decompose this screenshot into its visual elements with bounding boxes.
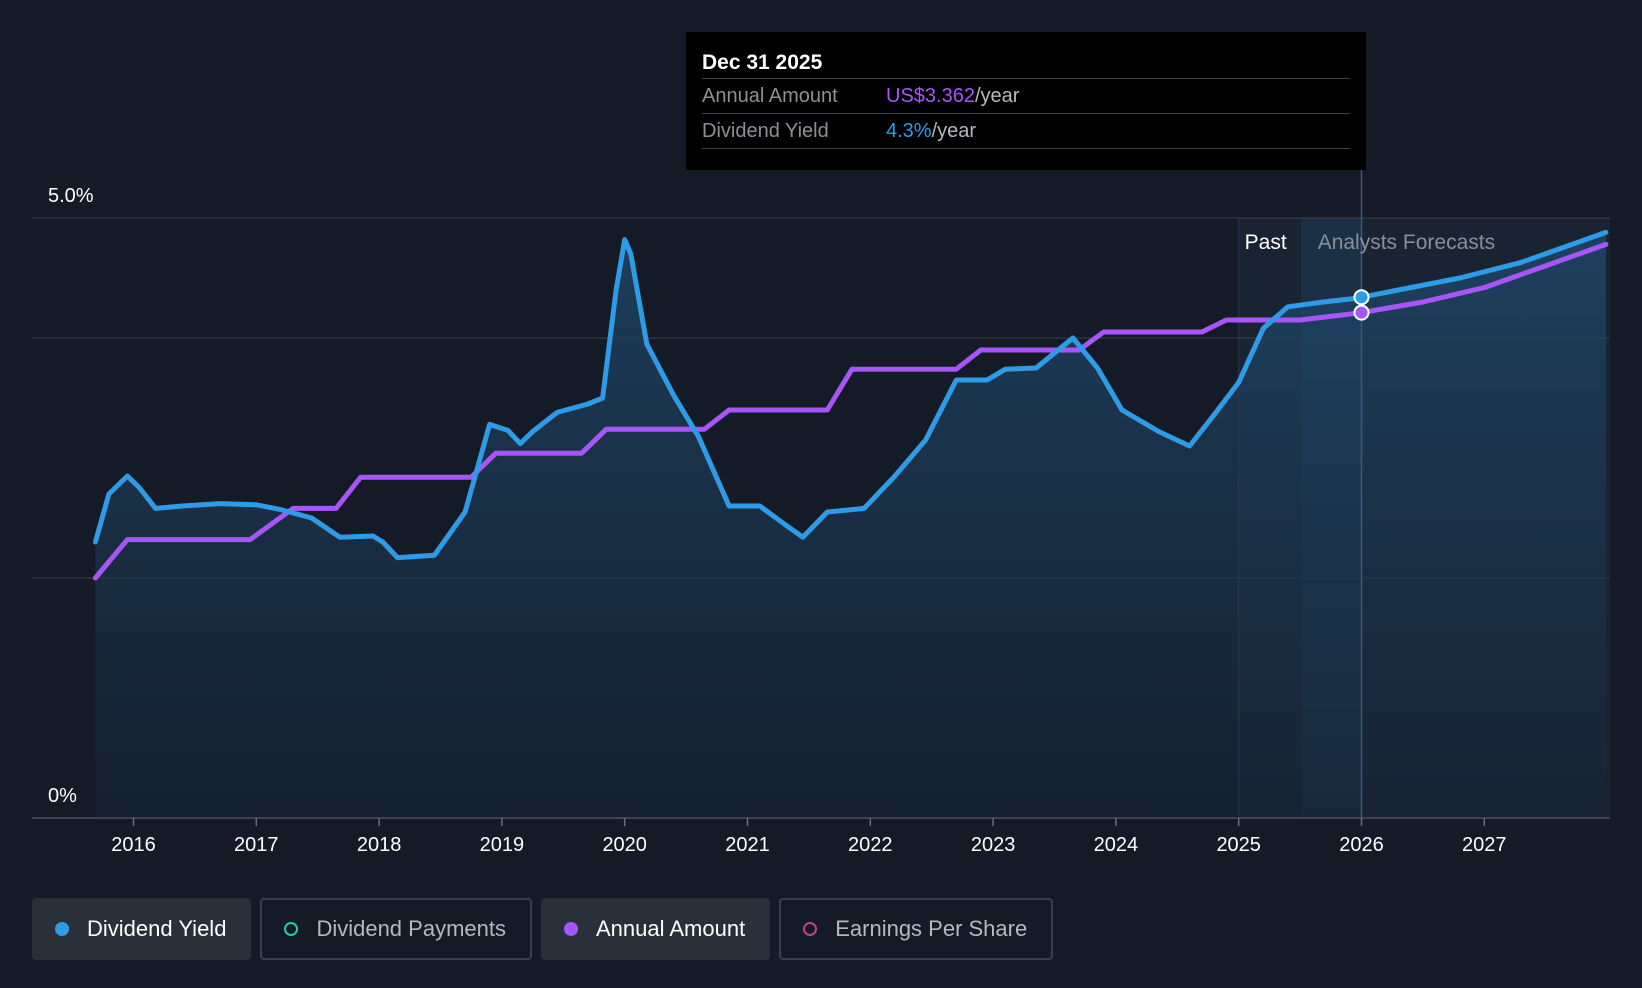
- hollow-dot-icon: [803, 922, 818, 936]
- tooltip: Dec 31 2025 Annual Amount US$3.362 /year…: [686, 32, 1366, 170]
- annual-amount-line: [92, 241, 1609, 581]
- yield-marker: [1353, 289, 1370, 306]
- legend-label: Annual Amount: [595, 916, 746, 941]
- tooltip-value: US$3.362: [886, 85, 975, 107]
- legend-dividend-yield-button[interactable]: Dividend Yield: [32, 898, 252, 960]
- tooltip-row-annual-amount: Annual Amount US$3.362 /year: [702, 79, 1350, 114]
- legend-earnings-per-share-button[interactable]: Earnings Per Share: [779, 898, 1054, 960]
- filled-dot-icon: [563, 922, 578, 936]
- x-axis: 2016 2017 2018 2019 2020 2021 2022 2023 2024 2025…: [32, 817, 1610, 856]
- analysts-forecasts-label: Analysts Forecasts: [1318, 231, 1495, 254]
- x-tick-label: 2024: [1094, 834, 1139, 856]
- hollow-dot-icon: [284, 922, 299, 936]
- x-tick-label: 2016: [111, 834, 156, 856]
- legend-label: Earnings Per Share: [835, 916, 1028, 941]
- x-tick-label: 2022: [848, 834, 893, 856]
- legend-label: Dividend Payments: [316, 916, 506, 941]
- legend: Dividend Yield Dividend Payments Annual …: [32, 898, 1054, 960]
- tooltip-row-dividend-yield: Dividend Yield 4.3% /year: [702, 114, 1350, 149]
- dividend-yield-area: [95, 232, 1606, 818]
- legend-label: Dividend Yield: [87, 916, 227, 941]
- dividend-yield-line: [92, 229, 1609, 561]
- y-axis: 5.0% 0%: [48, 185, 94, 807]
- x-tick-label: 2019: [480, 834, 525, 856]
- legend-dividend-payments-button[interactable]: Dividend Payments: [260, 898, 532, 960]
- tooltip-suffix: /year: [974, 85, 1020, 107]
- y-tick-label: 5.0%: [48, 185, 94, 207]
- tooltip-label: Dividend Yield: [702, 120, 829, 142]
- x-tick-label: 2017: [234, 834, 279, 856]
- filled-dot-icon: [55, 922, 69, 936]
- x-tick-label: 2018: [357, 834, 402, 856]
- tooltip-date: Dec 31 2025: [702, 48, 1350, 79]
- annual-marker: [1353, 304, 1370, 321]
- x-tick-label: 2020: [602, 834, 647, 856]
- past-label: Past: [1245, 231, 1287, 254]
- highlight-markers: [1353, 289, 1370, 321]
- legend-annual-amount-button[interactable]: Annual Amount: [540, 898, 771, 960]
- tooltip-suffix: /year: [931, 120, 977, 142]
- x-tick-label: 2027: [1462, 834, 1507, 856]
- y-tick-label: 0%: [48, 785, 77, 807]
- x-tick-label: 2026: [1339, 834, 1384, 856]
- tooltip-value: 4.3%: [886, 120, 932, 142]
- tooltip-label: Annual Amount: [702, 85, 838, 107]
- x-tick-label: 2025: [1216, 834, 1261, 856]
- x-tick-label: 2023: [971, 834, 1016, 856]
- x-tick-label: 2021: [725, 834, 770, 856]
